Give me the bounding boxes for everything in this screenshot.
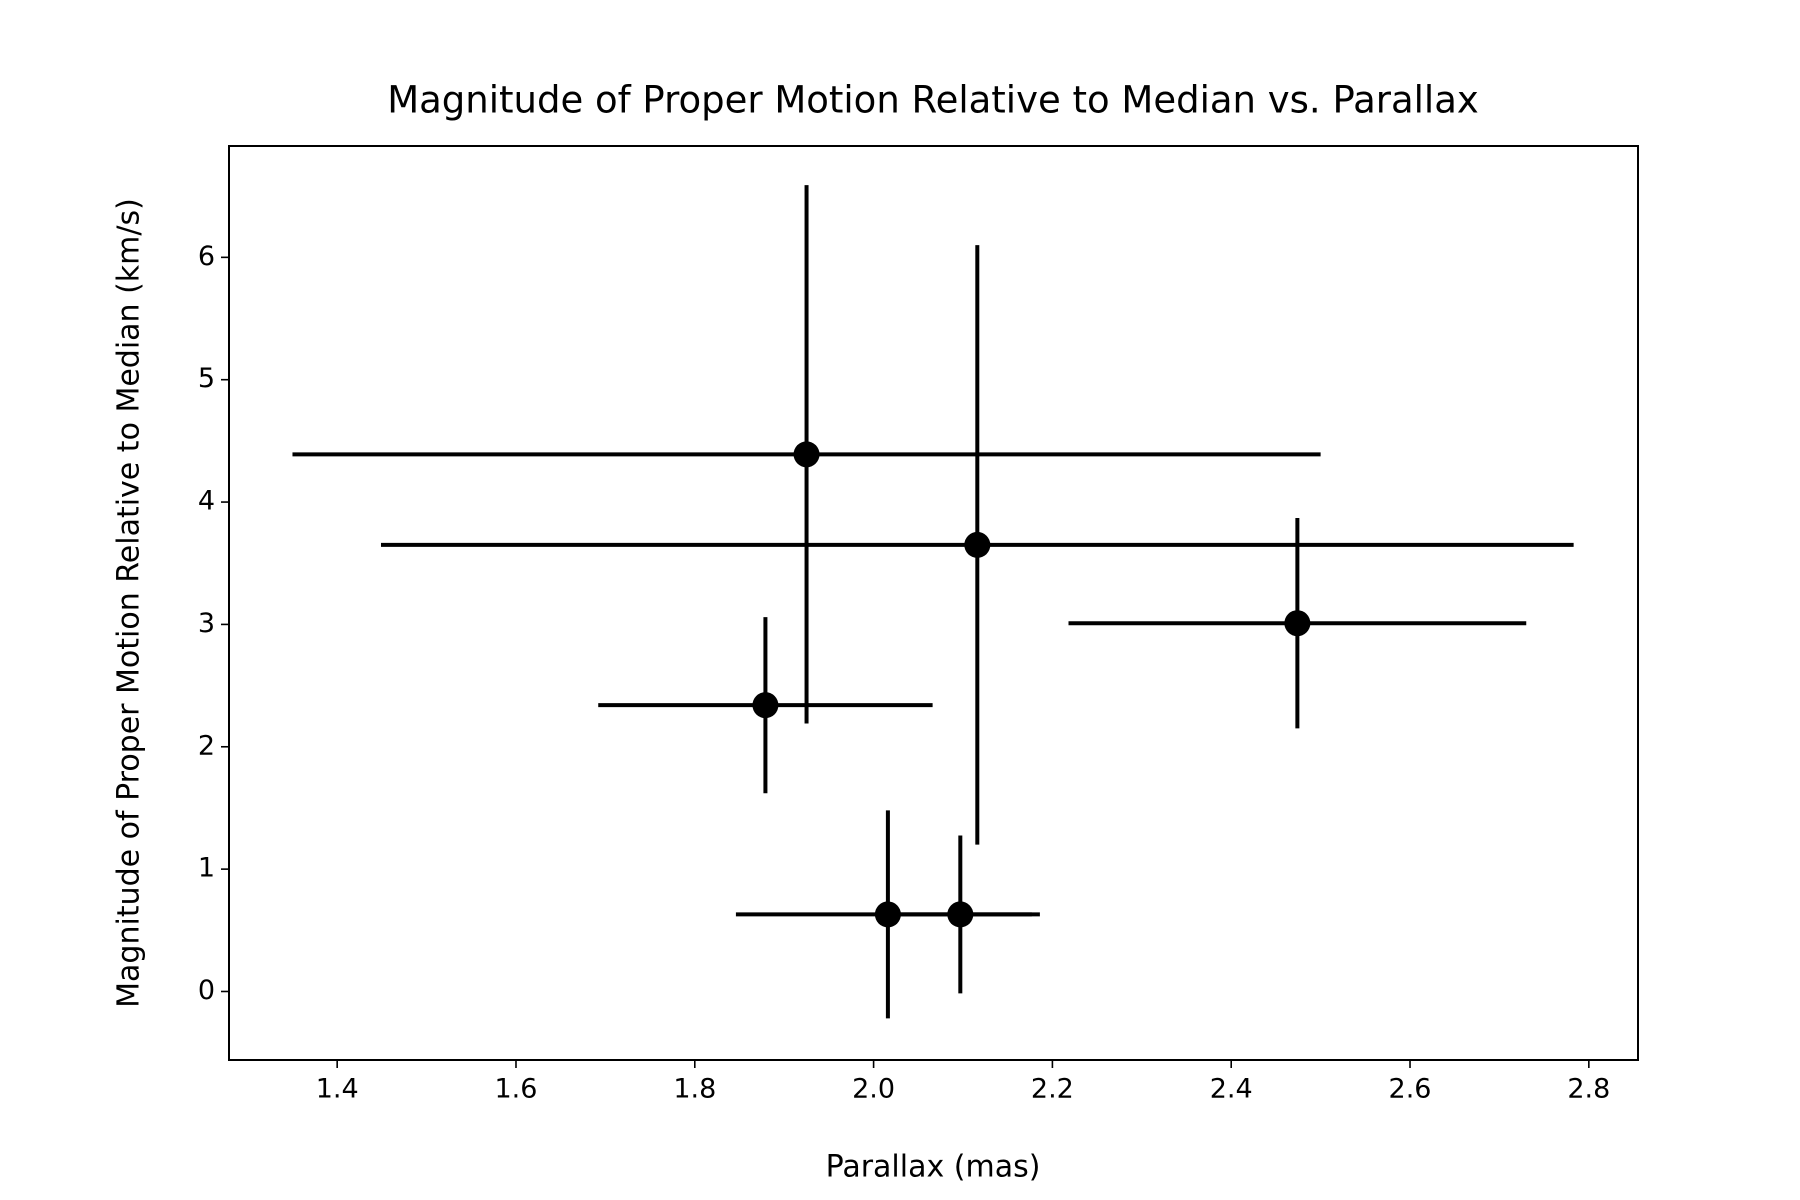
y-tick-label: 6 <box>198 241 215 272</box>
y-tick-label: 5 <box>198 363 215 394</box>
point <box>752 692 779 719</box>
x-tick-label: 2.6 <box>1389 1074 1432 1105</box>
point <box>793 441 820 468</box>
x-tick-label: 1.8 <box>673 1074 716 1105</box>
x-axis-label: Parallax (mas) <box>826 1150 1041 1185</box>
point <box>874 901 901 928</box>
y-tick-label: 1 <box>198 853 215 884</box>
point <box>947 901 974 928</box>
x-tick-label: 1.4 <box>316 1074 359 1105</box>
x-tick-label: 2.2 <box>1031 1074 1074 1105</box>
plot-frame <box>228 145 1639 1061</box>
y-tick-label: 0 <box>198 975 215 1006</box>
x-tick-label: 2.4 <box>1210 1074 1253 1105</box>
point <box>1284 610 1311 637</box>
x-tick-label: 2.0 <box>852 1074 895 1105</box>
x-tick-label: 1.6 <box>495 1074 538 1105</box>
chart-title: Magnitude of Proper Motion Relative to M… <box>387 79 1479 122</box>
y-tick-label: 3 <box>198 608 215 639</box>
x-tick-label: 2.8 <box>1567 1074 1610 1105</box>
y-tick-label: 4 <box>198 486 215 517</box>
y-tick-label: 2 <box>198 730 215 761</box>
y-axis-label: Magnitude of Proper Motion Relative to M… <box>112 198 147 1008</box>
point <box>964 531 991 558</box>
